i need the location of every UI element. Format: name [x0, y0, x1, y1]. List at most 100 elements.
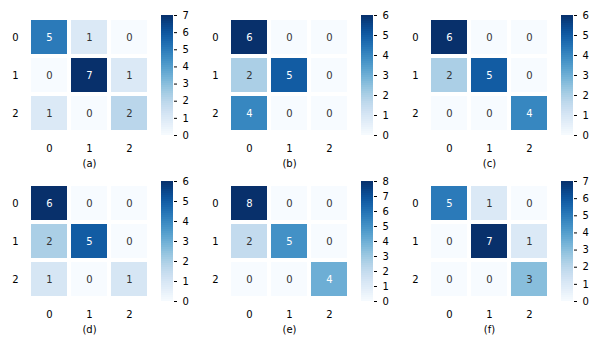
svg-text:2: 2 [383, 266, 389, 277]
svg-text:2: 2 [326, 309, 332, 320]
svg-text:3: 3 [583, 244, 589, 255]
svg-text:5: 5 [46, 32, 52, 43]
svg-text:1: 1 [46, 108, 52, 119]
svg-text:(c): (c) [483, 158, 496, 169]
svg-text:4: 4 [383, 236, 389, 247]
svg-text:1: 1 [212, 236, 218, 247]
svg-text:0: 0 [486, 32, 492, 43]
svg-text:0: 0 [446, 274, 452, 285]
svg-text:2: 2 [126, 108, 132, 119]
svg-text:4: 4 [583, 50, 589, 61]
svg-text:7: 7 [383, 191, 389, 202]
svg-text:2: 2 [412, 274, 418, 285]
svg-text:0: 0 [446, 236, 452, 247]
svg-text:5: 5 [86, 236, 92, 247]
svg-text:1: 1 [526, 236, 532, 247]
svg-text:0: 0 [326, 32, 332, 43]
svg-text:6: 6 [183, 27, 189, 38]
svg-text:2: 2 [526, 143, 532, 154]
svg-text:0: 0 [286, 198, 292, 209]
svg-text:0: 0 [126, 198, 132, 209]
svg-text:5: 5 [183, 44, 189, 55]
svg-text:1: 1 [126, 274, 132, 285]
svg-text:0: 0 [46, 143, 52, 154]
svg-text:1: 1 [86, 143, 92, 154]
svg-text:1: 1 [486, 309, 492, 320]
svg-text:6: 6 [383, 10, 389, 21]
svg-text:5: 5 [583, 210, 589, 221]
svg-text:6: 6 [246, 32, 252, 43]
svg-text:6: 6 [446, 32, 452, 43]
svg-text:6: 6 [583, 10, 589, 21]
svg-text:0: 0 [526, 198, 532, 209]
svg-text:0: 0 [486, 108, 492, 119]
svg-text:0: 0 [383, 296, 389, 307]
svg-text:0: 0 [446, 143, 452, 154]
svg-text:5: 5 [286, 236, 292, 247]
svg-text:0: 0 [326, 108, 332, 119]
svg-text:4: 4 [183, 216, 189, 227]
svg-text:4: 4 [383, 50, 389, 61]
svg-text:0: 0 [86, 108, 92, 119]
svg-text:1: 1 [46, 274, 52, 285]
svg-text:0: 0 [126, 236, 132, 247]
svg-text:7: 7 [183, 10, 189, 21]
svg-text:2: 2 [583, 261, 589, 272]
svg-text:0: 0 [446, 309, 452, 320]
svg-text:2: 2 [446, 70, 452, 81]
svg-text:1: 1 [583, 279, 589, 290]
svg-text:0: 0 [246, 274, 252, 285]
svg-text:0: 0 [526, 70, 532, 81]
svg-text:2: 2 [383, 90, 389, 101]
svg-text:2: 2 [412, 108, 418, 119]
svg-text:1: 1 [212, 70, 218, 81]
svg-text:3: 3 [526, 274, 532, 285]
svg-text:0: 0 [412, 198, 418, 209]
svg-text:1: 1 [383, 110, 389, 121]
svg-text:7: 7 [486, 236, 492, 247]
svg-text:0: 0 [86, 274, 92, 285]
svg-text:2: 2 [246, 236, 252, 247]
svg-text:2: 2 [12, 108, 18, 119]
svg-text:0: 0 [326, 198, 332, 209]
svg-text:2: 2 [183, 256, 189, 267]
svg-text:4: 4 [246, 108, 252, 119]
svg-text:1: 1 [383, 281, 389, 292]
svg-text:1: 1 [412, 236, 418, 247]
svg-text:1: 1 [12, 236, 18, 247]
svg-text:0: 0 [583, 130, 589, 141]
svg-text:8: 8 [246, 198, 252, 209]
svg-text:1: 1 [286, 309, 292, 320]
svg-text:1: 1 [486, 198, 492, 209]
svg-text:1: 1 [486, 143, 492, 154]
svg-text:(a): (a) [83, 158, 97, 169]
svg-text:0: 0 [183, 296, 189, 307]
svg-text:3: 3 [383, 70, 389, 81]
svg-text:0: 0 [246, 143, 252, 154]
svg-text:6: 6 [183, 176, 189, 187]
svg-text:5: 5 [583, 30, 589, 41]
svg-text:3: 3 [183, 236, 189, 247]
svg-text:(e): (e) [283, 324, 297, 335]
svg-text:0: 0 [46, 309, 52, 320]
svg-text:(f): (f) [484, 324, 495, 335]
svg-text:4: 4 [583, 227, 589, 238]
svg-text:3: 3 [583, 70, 589, 81]
svg-text:5: 5 [486, 70, 492, 81]
svg-text:1: 1 [183, 113, 189, 124]
svg-text:2: 2 [212, 108, 218, 119]
svg-text:2: 2 [583, 90, 589, 101]
svg-text:1: 1 [86, 309, 92, 320]
svg-text:2: 2 [46, 236, 52, 247]
svg-text:0: 0 [126, 32, 132, 43]
svg-text:5: 5 [383, 221, 389, 232]
svg-text:0: 0 [286, 108, 292, 119]
svg-text:0: 0 [383, 130, 389, 141]
svg-text:8: 8 [383, 176, 389, 187]
svg-text:2: 2 [526, 309, 532, 320]
svg-text:7: 7 [86, 70, 92, 81]
svg-text:0: 0 [583, 296, 589, 307]
svg-text:0: 0 [46, 70, 52, 81]
svg-text:0: 0 [212, 32, 218, 43]
svg-text:0: 0 [12, 198, 18, 209]
